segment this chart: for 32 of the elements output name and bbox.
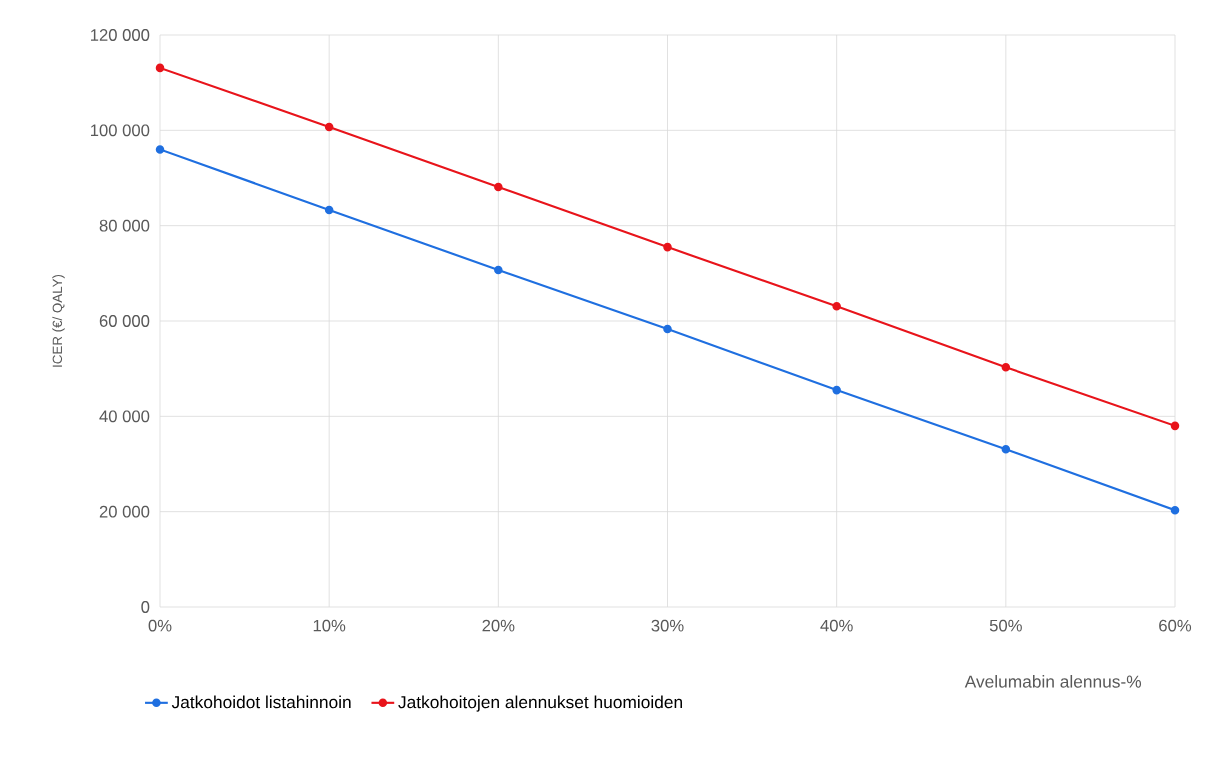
x-tick-label: 0% — [148, 619, 172, 632]
x-tick-label: 40% — [820, 619, 853, 632]
x-tick-label: 10% — [313, 619, 346, 632]
point — [494, 182, 503, 192]
point — [1170, 421, 1180, 431]
legend-label: Jatkohoidot listahinnoin — [171, 695, 351, 709]
x-tick-label: 50% — [989, 619, 1022, 632]
y-tick-label: 120 000 — [90, 29, 150, 41]
point — [832, 385, 841, 395]
x-tick-label: 60% — [1159, 619, 1192, 632]
point — [494, 265, 503, 275]
y-tick-label: 20 000 — [99, 505, 150, 518]
point — [663, 324, 672, 334]
point — [155, 145, 165, 154]
y-tick-label: 0 — [141, 601, 150, 613]
y-tick-label: 40 000 — [99, 410, 150, 423]
legend-label: Jatkohoitojen alennukset huomioiden — [398, 695, 682, 712]
point — [155, 63, 165, 73]
point — [1001, 362, 1011, 372]
point — [324, 122, 334, 132]
x-axis-title: Avelumabin alennus-% — [964, 674, 1142, 688]
point — [663, 242, 672, 252]
y-tick-label: 100 000 — [90, 124, 150, 137]
y-tick-label: 60 000 — [99, 315, 150, 327]
point — [324, 205, 334, 215]
point — [1001, 444, 1011, 454]
y-axis-title: ICER (€/ QALY) — [52, 274, 65, 367]
x-tick-label: 30% — [651, 619, 684, 632]
point — [1170, 505, 1180, 515]
x-tick-label: 20% — [482, 619, 515, 632]
y-tick-label: 80 000 — [99, 219, 150, 232]
point — [832, 301, 841, 311]
